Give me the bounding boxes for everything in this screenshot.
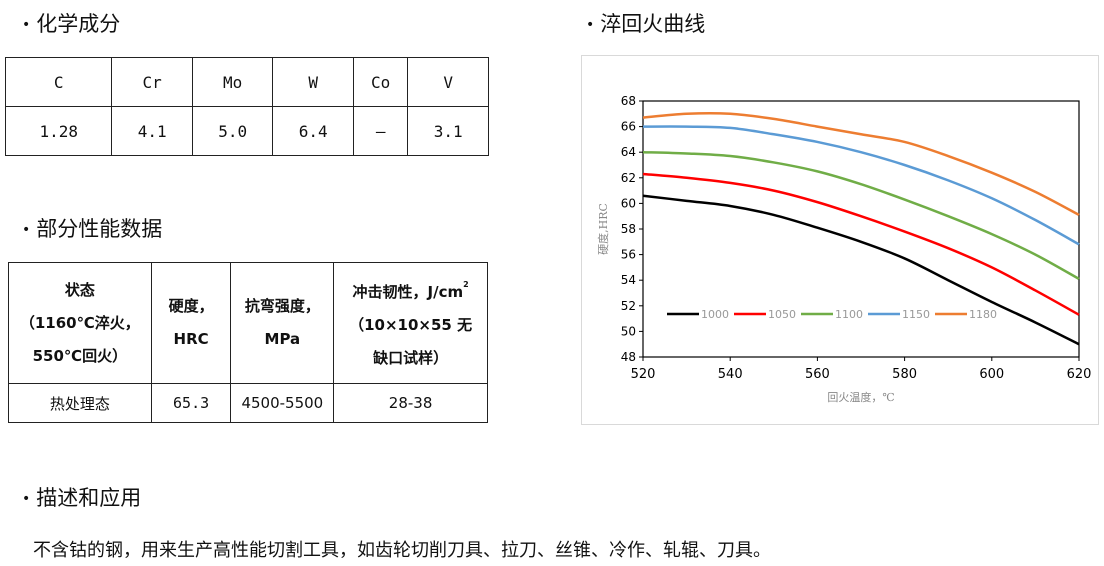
header-hardness-line: 硬度， <box>168 297 214 315</box>
x-tick-label: 620 <box>1067 367 1092 382</box>
cell-bending-strength: 4500-5500 <box>230 383 335 423</box>
chem-section-title: • 化学成分 <box>22 8 120 38</box>
bullet-icon: • <box>22 491 31 507</box>
y-tick-label: 58 <box>621 222 636 236</box>
y-tick-label: 54 <box>621 273 636 287</box>
header-state-line: 状态 <box>64 280 95 299</box>
y-tick-label: 66 <box>621 120 636 134</box>
value-cell-v: 3.1 <box>407 106 489 156</box>
header-bending-line: 抗弯强度， <box>244 297 320 315</box>
series-line-1050 <box>642 172 1080 316</box>
series-line-1100 <box>642 150 1080 281</box>
bullet-icon: • <box>22 222 31 238</box>
x-axis-title: 回火温度，℃ <box>827 390 894 404</box>
y-tick-label: 62 <box>621 171 636 185</box>
legend-label-1000: 1000 <box>701 308 729 321</box>
table-row: 热处理态 65.3 4500-5500 28-38 <box>8 383 488 423</box>
y-tick-label: 52 <box>621 299 636 313</box>
perf-title-text: 部分性能数据 <box>36 217 163 241</box>
header-cell-v: V <box>407 57 489 107</box>
value-cell-co: — <box>352 106 409 156</box>
header-hardness-line: HRC <box>173 330 209 348</box>
header-impact-line: 冲击韧性，J/cm2 <box>334 272 487 309</box>
header-state: 状态 （1160℃淬火， 550℃回火） <box>8 262 152 384</box>
bullet-icon: • <box>22 17 31 33</box>
y-axis-title: 硬度,HRC <box>596 203 610 255</box>
header-impact-line: （10×10×55 无 <box>349 315 473 334</box>
value-cell-cr: 4.1 <box>111 106 193 156</box>
header-cell-cr: Cr <box>111 57 193 107</box>
cell-hardness: 65.3 <box>150 383 232 423</box>
x-tick-label: 600 <box>979 367 1004 382</box>
header-cell-c: C <box>4 57 113 107</box>
x-tick-label: 560 <box>805 367 830 382</box>
curve-section-title: • 淬回火曲线 <box>586 8 705 38</box>
bullet-icon: • <box>586 17 595 33</box>
header-bending-strength: 抗弯强度， MPa <box>230 262 335 384</box>
header-state-line: 550℃回火） <box>32 346 128 365</box>
x-tick-label: 580 <box>892 367 917 382</box>
description-text: 不含钴的钢，用来生产高性能切割工具，如齿轮切削刀具、拉刀、丝锥、冷作、轧辊、刀具… <box>33 540 771 561</box>
header-cell-mo: Mo <box>191 57 274 107</box>
table-row: 1.28 4.1 5.0 6.4 — 3.1 <box>4 106 489 156</box>
header-cell-co: Co <box>352 57 409 107</box>
value-cell-c: 1.28 <box>4 106 113 156</box>
legend-label-1100: 1100 <box>835 308 863 321</box>
series-line-1150 <box>642 125 1080 246</box>
y-tick-label: 60 <box>621 196 636 210</box>
desc-section-title: • 描述和应用 <box>22 482 141 512</box>
value-cell-mo: 5.0 <box>191 106 274 156</box>
cell-impact-toughness: 28-38 <box>333 383 488 423</box>
chemical-composition-table: C Cr Mo W Co V 1.28 4.1 5.0 6.4 — 3.1 <box>4 57 489 156</box>
impact-unit-superscript: 2 <box>463 279 469 289</box>
legend-label-1180: 1180 <box>969 308 997 321</box>
impact-unit-text: 冲击韧性，J/cm <box>352 282 464 301</box>
series-line-1180 <box>642 111 1080 217</box>
value-cell-w: 6.4 <box>272 106 354 156</box>
cell-state: 热处理态 <box>8 383 152 423</box>
header-state-line: （1160℃淬火， <box>19 313 140 332</box>
table-header-row: C Cr Mo W Co V <box>4 57 489 107</box>
tempering-curve-chart: 48 50 52 54 56 58 60 62 64 66 68 520 540 560 580 600 620… <box>581 55 1099 425</box>
header-bending-line: MPa <box>264 330 301 348</box>
y-tick-label: 68 <box>621 94 636 108</box>
x-tick-label: 540 <box>718 367 743 382</box>
desc-title-text: 描述和应用 <box>36 486 142 510</box>
header-impact-toughness: 冲击韧性，J/cm2 （10×10×55 无 缺口试样） <box>333 262 488 384</box>
header-cell-w: W <box>272 57 354 107</box>
chem-title-text: 化学成分 <box>36 12 121 36</box>
curve-title-text: 淬回火曲线 <box>600 12 706 36</box>
x-tick-label: 520 <box>631 367 656 382</box>
y-tick-label: 50 <box>621 324 636 338</box>
performance-table: 状态 （1160℃淬火， 550℃回火） 硬度， HRC 抗弯强度， MPa 冲… <box>8 262 488 423</box>
perf-section-title: • 部分性能数据 <box>22 213 162 243</box>
y-tick-label: 64 <box>621 145 636 159</box>
table-header-row: 状态 （1160℃淬火， 550℃回火） 硬度， HRC 抗弯强度， MPa 冲… <box>8 262 488 384</box>
series-line-1000 <box>642 194 1080 346</box>
header-impact-line: 缺口试样） <box>373 348 449 367</box>
legend-label-1150: 1150 <box>902 308 930 321</box>
header-hardness: 硬度， HRC <box>150 262 232 384</box>
legend-label-1050: 1050 <box>768 308 796 321</box>
chart-svg: 48 50 52 54 56 58 60 62 64 66 68 520 540 560 580 600 620… <box>596 94 1092 404</box>
y-tick-label: 48 <box>621 350 636 364</box>
y-tick-label: 56 <box>621 248 636 262</box>
